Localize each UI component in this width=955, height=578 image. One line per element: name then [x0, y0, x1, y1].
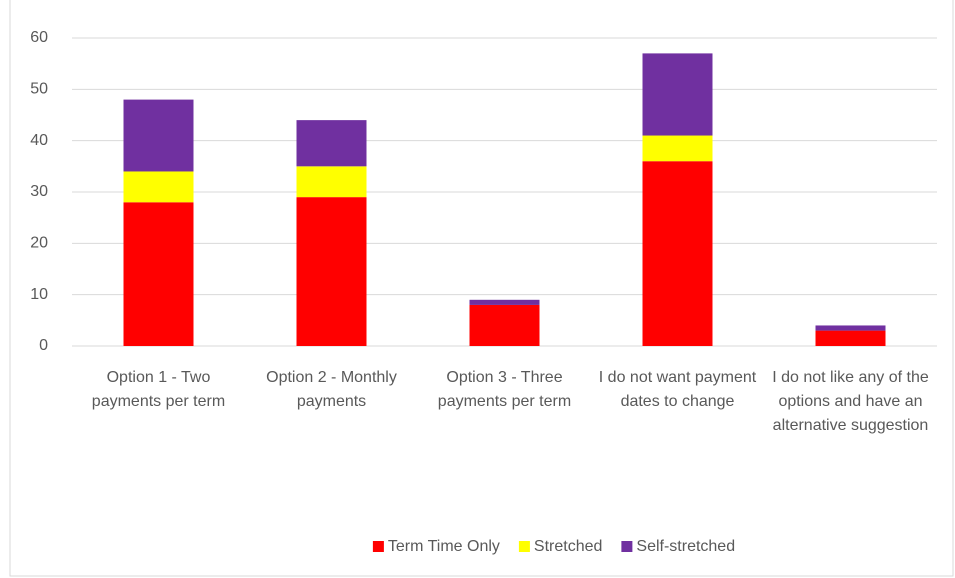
x-tick-label: I do not like any of the options and hav…: [772, 369, 929, 434]
bar-segment: [123, 202, 194, 346]
bar-segment: [123, 171, 194, 203]
x-tick-label: Option 3 - Three payments per term: [437, 369, 572, 410]
bar-segment: [815, 330, 886, 346]
legend-swatch: [518, 541, 530, 552]
x-tick-label: Option 2 - Monthly payments: [266, 369, 397, 410]
y-tick-label: 50: [30, 81, 48, 98]
legend-label: Term Time Only: [388, 538, 500, 555]
y-tick-label: 30: [30, 183, 48, 200]
bar-segment: [296, 197, 367, 346]
x-tick-label: I do not want payment dates to change: [598, 369, 757, 410]
bar-segment: [296, 120, 367, 167]
y-tick-label: 20: [30, 235, 48, 252]
bar-segment: [815, 325, 886, 331]
legend-swatch: [621, 541, 633, 552]
x-tick-label: Option 1 - Two payments per term: [91, 369, 226, 410]
legend-label: Stretched: [534, 538, 602, 555]
legend-label: Self-stretched: [636, 538, 735, 555]
y-tick-label: 10: [30, 286, 48, 303]
bar-segment: [642, 161, 713, 346]
y-tick-label: 60: [30, 29, 48, 46]
legend-swatch: [372, 541, 384, 552]
bar-segment: [123, 99, 194, 172]
bar-segment: [642, 135, 713, 162]
bar-segment: [469, 299, 540, 305]
bar-segment: [469, 304, 540, 346]
y-tick-label: 0: [39, 337, 48, 354]
bar-segment: [296, 166, 367, 198]
bar-segment: [642, 53, 713, 136]
y-tick-label: 40: [30, 132, 48, 149]
chart-border: [9, 0, 954, 577]
